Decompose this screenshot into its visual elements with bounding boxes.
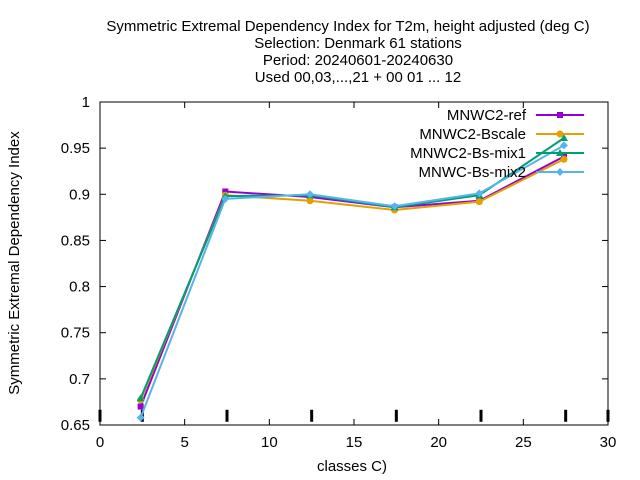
data-point (221, 194, 230, 203)
data-point (557, 112, 563, 118)
series-line (139, 155, 565, 407)
y-tick-label: 0.8 (69, 279, 90, 296)
y-tick-label: 0.9 (69, 186, 90, 203)
data-point (390, 202, 399, 211)
x-tick-label: 5 (180, 434, 188, 451)
x-tick-label: 20 (430, 434, 447, 451)
plot-frame (99, 101, 609, 426)
data-point (475, 189, 484, 198)
x-tick-label: 10 (261, 434, 278, 451)
title-line-3: Period: 20240601-20240630 (263, 52, 453, 69)
series-mnwc2-bscale (137, 155, 568, 404)
data-point (559, 133, 568, 141)
x-tick-label: 30 (600, 434, 617, 451)
data-point (306, 197, 314, 205)
series-layer (136, 133, 568, 422)
data-point (136, 413, 145, 422)
x-tick-label: 0 (96, 434, 104, 451)
y-tick-label: 0.65 (61, 417, 90, 434)
data-point (559, 141, 568, 150)
title-line-2: Selection: Denmark 61 stations (254, 35, 462, 52)
data-point (556, 149, 564, 156)
data-point (556, 168, 564, 176)
legend-label: MNWC2-ref (447, 107, 527, 124)
chart-title: Symmetric Extremal Dependency Index for … (106, 18, 589, 86)
y-tick-label: 0.85 (61, 232, 90, 249)
data-point (560, 155, 568, 163)
data-point (305, 190, 314, 199)
series-line (139, 144, 565, 418)
x-tick-label: 25 (515, 434, 532, 451)
data-point (556, 130, 564, 138)
y-axis: 0.65 0.7 0.75 0.8 0.85 0.9 0.95 1 (61, 94, 608, 434)
data-point (136, 394, 145, 402)
data-point (222, 188, 229, 195)
series-line (139, 158, 565, 401)
legend-label: MNWC-Bs-mix2 (419, 164, 526, 181)
x-axis-label: classes C) (317, 458, 387, 475)
x-axis: 0 5 10 15 20 25 30 (96, 102, 617, 451)
data-point (137, 403, 144, 410)
legend-label: MNWC2-Bscale (419, 126, 526, 143)
title-line-4: Used 00,03,...,21 + 00 01 ... 12 (255, 69, 461, 86)
data-point (475, 198, 483, 206)
x-tick-label: 15 (346, 434, 363, 451)
legend-label: MNWC2-Bs-mix1 (410, 145, 526, 162)
title-line-1: Symmetric Extremal Dependency Index for … (106, 18, 589, 35)
y-tick-label: 0.75 (61, 325, 90, 342)
series-mnwc2-ref (137, 153, 567, 410)
y-tick-label: 1 (82, 94, 90, 111)
y-tick-label: 0.95 (61, 140, 90, 157)
series-mnwc-bs-mix2 (136, 141, 568, 422)
y-axis-label: Symmetric Extremal Dependency Index (6, 131, 23, 395)
y-tick-label: 0.7 (69, 371, 90, 388)
legend: MNWC2-ref MNWC2-Bscale MNWC2-Bs-mix1 MNWC-B… (410, 107, 584, 181)
